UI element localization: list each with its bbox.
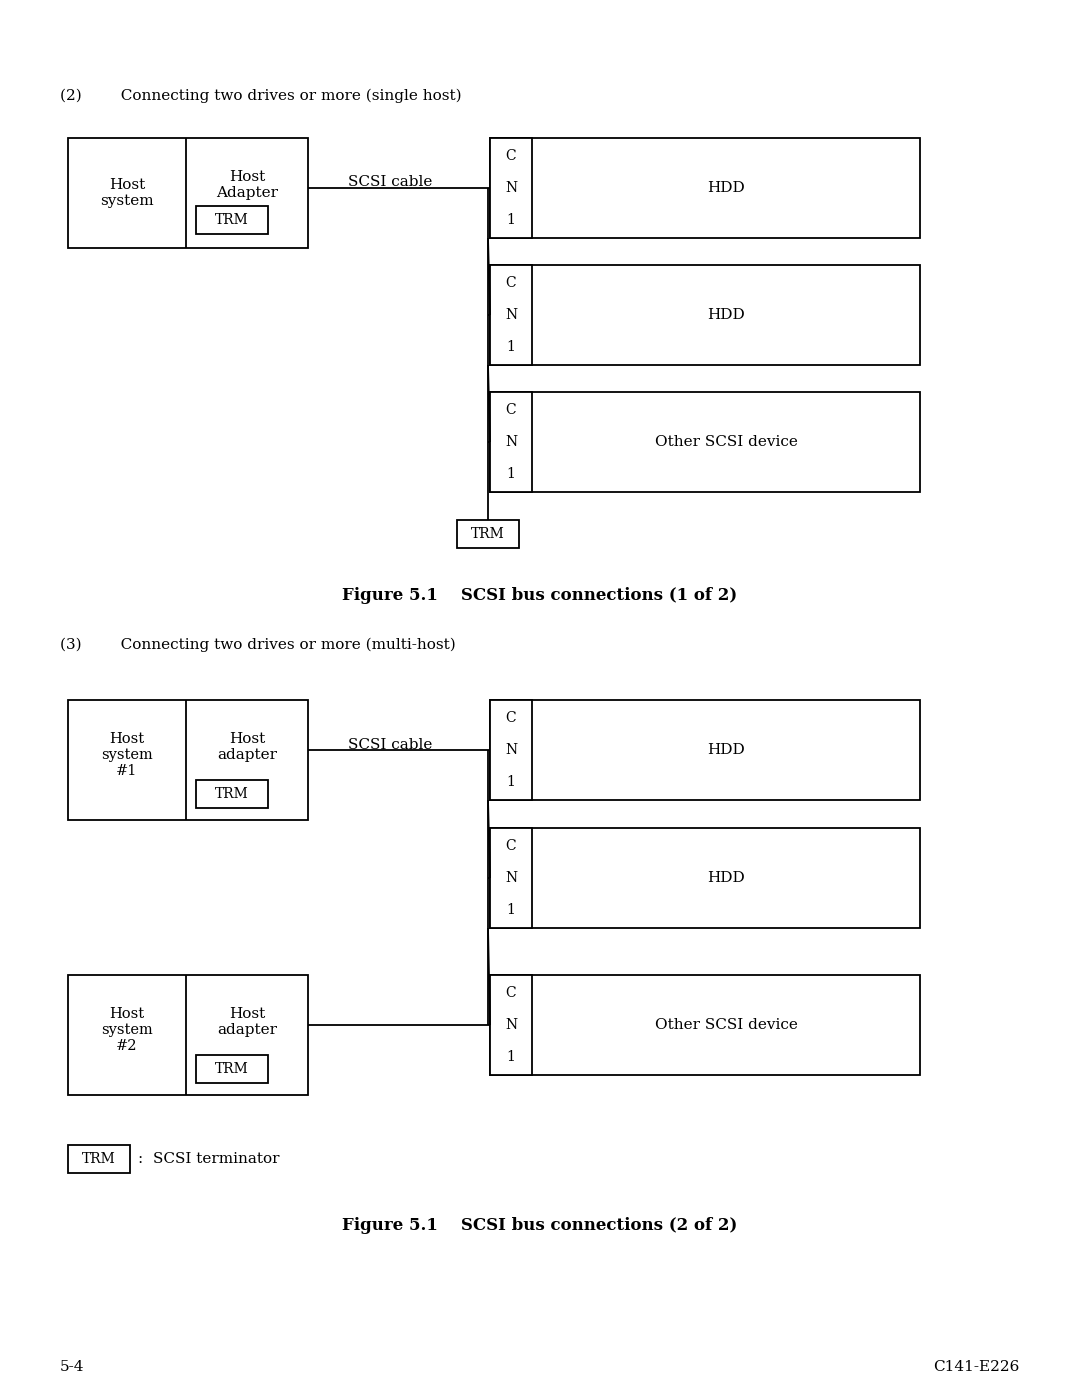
Bar — [68, 975, 308, 1095]
Text: C: C — [505, 402, 516, 416]
Text: N: N — [505, 870, 517, 886]
Bar — [490, 265, 920, 365]
Text: SCSI cable: SCSI cable — [348, 175, 432, 189]
Text: 1: 1 — [507, 212, 515, 226]
Text: 1: 1 — [507, 467, 515, 481]
Text: TRM: TRM — [215, 787, 248, 800]
Text: HDD: HDD — [707, 870, 745, 886]
Text: Other SCSI device: Other SCSI device — [654, 434, 797, 448]
Text: Host
adapter: Host adapter — [217, 1007, 276, 1037]
Text: N: N — [505, 1018, 517, 1032]
Bar — [490, 393, 920, 492]
Text: C: C — [505, 986, 516, 1000]
Bar — [195, 1055, 268, 1083]
Bar — [490, 393, 532, 492]
Bar — [490, 828, 920, 928]
Text: Other SCSI device: Other SCSI device — [654, 1018, 797, 1032]
Text: HDD: HDD — [707, 743, 745, 757]
Text: N: N — [505, 743, 517, 757]
Text: Host
system
#2: Host system #2 — [102, 1007, 153, 1053]
Text: Host
adapter: Host adapter — [217, 732, 276, 763]
Text: N: N — [505, 434, 517, 448]
Text: Figure 5.1    SCSI bus connections (2 of 2): Figure 5.1 SCSI bus connections (2 of 2) — [342, 1217, 738, 1234]
Bar — [490, 975, 920, 1076]
Bar — [490, 138, 920, 237]
Text: Host
Adapter: Host Adapter — [216, 170, 278, 200]
Text: 1: 1 — [507, 775, 515, 789]
Text: (2)        Connecting two drives or more (single host): (2) Connecting two drives or more (singl… — [60, 89, 461, 103]
Text: TRM: TRM — [215, 212, 248, 226]
Text: Host
system
#1: Host system #1 — [102, 732, 153, 778]
Bar — [490, 265, 532, 365]
Bar — [195, 205, 268, 235]
Text: N: N — [505, 307, 517, 321]
Bar — [490, 828, 532, 928]
Bar — [457, 520, 519, 548]
Text: C: C — [505, 840, 516, 854]
Bar — [68, 1146, 130, 1173]
Text: :  SCSI terminator: : SCSI terminator — [138, 1153, 280, 1166]
Text: C: C — [505, 711, 516, 725]
Text: TRM: TRM — [82, 1153, 116, 1166]
Text: Host
system: Host system — [100, 177, 153, 208]
Text: C141-E226: C141-E226 — [933, 1361, 1020, 1375]
Text: C: C — [505, 149, 516, 163]
Text: TRM: TRM — [215, 1062, 248, 1076]
Bar — [68, 138, 308, 249]
Text: (3)        Connecting two drives or more (multi-host): (3) Connecting two drives or more (multi… — [60, 638, 456, 652]
Text: SCSI cable: SCSI cable — [348, 738, 432, 752]
Bar — [490, 700, 532, 800]
Text: 5-4: 5-4 — [60, 1361, 84, 1375]
Text: TRM: TRM — [471, 527, 504, 541]
Text: C: C — [505, 277, 516, 291]
Text: HDD: HDD — [707, 182, 745, 196]
Bar — [195, 780, 268, 807]
Bar — [490, 138, 532, 237]
Bar — [490, 700, 920, 800]
Text: N: N — [505, 182, 517, 196]
Bar — [490, 975, 532, 1076]
Text: HDD: HDD — [707, 307, 745, 321]
Bar — [68, 700, 308, 820]
Text: Figure 5.1    SCSI bus connections (1 of 2): Figure 5.1 SCSI bus connections (1 of 2) — [342, 587, 738, 604]
Text: 1: 1 — [507, 902, 515, 916]
Text: 1: 1 — [507, 339, 515, 353]
Text: 1: 1 — [507, 1051, 515, 1065]
